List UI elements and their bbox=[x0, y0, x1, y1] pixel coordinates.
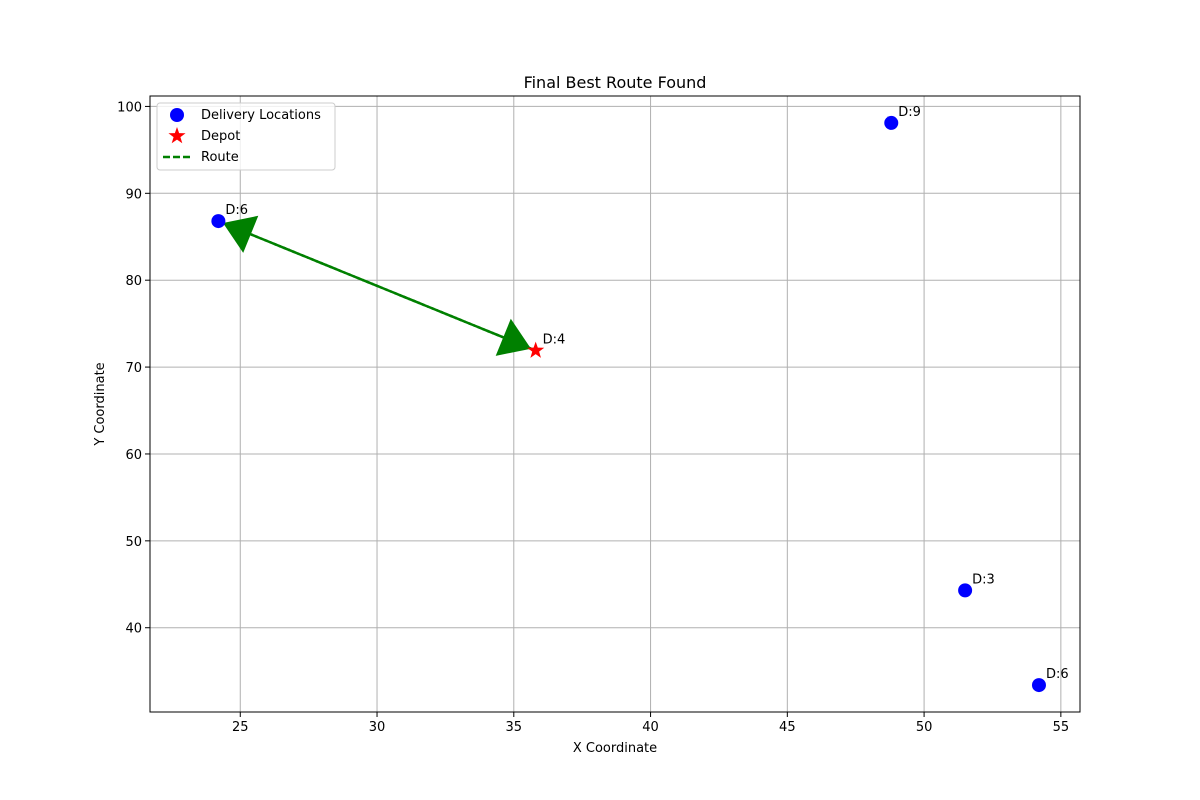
legend-delivery-marker bbox=[170, 108, 184, 122]
legend-route-label: Route bbox=[201, 150, 239, 165]
x-tick-label: 35 bbox=[506, 720, 523, 735]
y-tick-label: 50 bbox=[125, 535, 142, 550]
delivery-point bbox=[1031, 678, 1046, 693]
legend: Delivery Locations Depot Route bbox=[156, 102, 336, 171]
grid bbox=[150, 96, 1080, 712]
x-tick-label: 30 bbox=[369, 720, 386, 735]
y-tick-label: 60 bbox=[125, 448, 142, 463]
demand-label: D:3 bbox=[972, 572, 995, 587]
depot-marker bbox=[527, 341, 545, 358]
y-tick-label: 100 bbox=[117, 100, 142, 115]
plot-frame bbox=[149, 95, 1081, 713]
x-tick-label: 40 bbox=[642, 720, 659, 735]
chart-title: Final Best Route Found bbox=[524, 73, 707, 92]
x-tick-label: 55 bbox=[1053, 720, 1070, 735]
y-axis-label: Y Coordinate bbox=[93, 362, 108, 446]
demand-label: D:6 bbox=[1046, 667, 1069, 682]
legend-depot-marker bbox=[168, 127, 186, 144]
axis-ticks: 25 30 35 40 45 50 55 40 50 60 70 80 90 100 bbox=[117, 100, 1069, 735]
depot-demand-label: D:4 bbox=[543, 333, 566, 348]
y-tick-label: 80 bbox=[125, 274, 142, 289]
legend-box bbox=[156, 102, 336, 171]
y-tick-label: 90 bbox=[125, 187, 142, 202]
points-layer: D:6 D:9 D:3 D:6 D:4 bbox=[211, 105, 1069, 693]
demand-label: D:9 bbox=[898, 105, 921, 120]
route-layer bbox=[217, 215, 537, 356]
legend-delivery-label: Delivery Locations bbox=[201, 108, 321, 123]
legend-depot-label: Depot bbox=[201, 129, 240, 144]
route-arrowhead bbox=[223, 215, 259, 253]
x-tick-label: 25 bbox=[232, 720, 249, 735]
y-tick-label: 70 bbox=[125, 361, 142, 376]
x-tick-label: 45 bbox=[779, 720, 796, 735]
x-axis-label: X Coordinate bbox=[573, 741, 657, 756]
demand-label: D:6 bbox=[225, 203, 248, 218]
delivery-point bbox=[958, 583, 973, 598]
route-segment bbox=[217, 219, 537, 352]
delivery-point bbox=[884, 115, 899, 130]
y-tick-label: 40 bbox=[125, 622, 142, 637]
delivery-point bbox=[211, 214, 226, 229]
x-tick-label: 50 bbox=[916, 720, 933, 735]
route-arrowhead bbox=[495, 318, 531, 356]
